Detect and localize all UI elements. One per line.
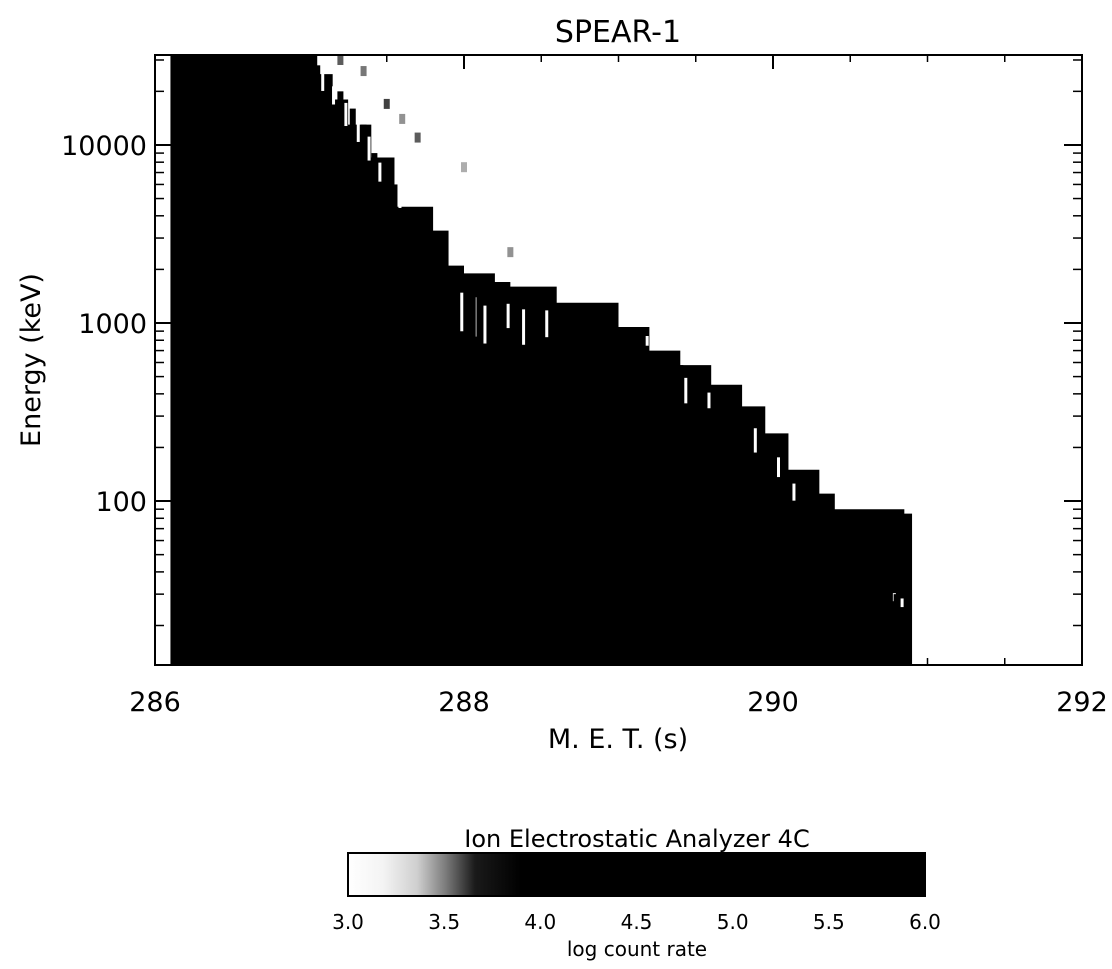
streak-mark <box>453 273 460 351</box>
colorbar-ticks: 3.0 3.5 4.0 4.5 5.0 5.5 6.0 <box>332 910 941 934</box>
faint-point <box>383 98 390 109</box>
x-tick-label: 288 <box>438 687 490 718</box>
colorbar-tick-label: 5.5 <box>813 910 845 934</box>
streak-gap <box>367 136 371 161</box>
streak-gap <box>506 303 510 329</box>
streak-mark <box>700 384 707 417</box>
faint-point <box>414 132 421 143</box>
streak-gap <box>792 483 796 501</box>
streak-mark <box>360 124 367 173</box>
y-axis-label: Energy (keV) <box>16 273 47 447</box>
y-tick-label: 1000 <box>78 309 147 340</box>
streak-mark <box>770 447 776 487</box>
colorbar-title: Ion Electrostatic Analyzer 4C <box>464 825 809 853</box>
streak-gap <box>332 86 336 105</box>
streak-mark <box>785 475 792 510</box>
faint-point <box>360 66 367 77</box>
streak-gap <box>344 102 348 127</box>
colorbar-tick-label: 6.0 <box>909 910 941 934</box>
x-axis-label: M. E. T. (s) <box>548 724 688 755</box>
streak-mark <box>746 416 753 465</box>
streak-gap <box>753 428 757 453</box>
heatmap-layer <box>170 55 913 665</box>
streak-mark <box>638 331 645 351</box>
streak-mark <box>468 277 475 357</box>
streak-mark <box>371 153 378 192</box>
faint-point <box>507 247 514 258</box>
streak-mark <box>337 91 344 138</box>
x-tick-label: 290 <box>747 687 799 718</box>
streak-mark <box>325 77 332 114</box>
streak-gap <box>900 598 904 608</box>
streak-gap <box>483 305 487 344</box>
streak-mark <box>893 594 900 612</box>
faint-point <box>399 113 406 124</box>
colorbar-tick-label: 4.5 <box>621 910 653 934</box>
colorbar-tick-label: 3.5 <box>428 910 460 934</box>
streak-mark <box>349 108 356 154</box>
streak-gap <box>321 73 325 91</box>
streak-mark <box>885 589 892 606</box>
colorbar-tick-label: 4.0 <box>524 910 556 934</box>
colorbar-tick-label: 3.0 <box>332 910 364 934</box>
streak-mark <box>499 291 506 341</box>
streak-gap <box>777 457 780 478</box>
streak-gap <box>356 119 360 142</box>
streak-gap <box>398 192 402 208</box>
streak-gap <box>460 292 464 332</box>
y-tick-label: 10000 <box>61 131 147 162</box>
streak-mark <box>515 291 522 363</box>
streak-gap <box>378 162 382 182</box>
streak-gap <box>522 309 526 345</box>
streak-mark <box>391 184 398 216</box>
streak-mark <box>538 296 545 351</box>
chart-title: SPEAR-1 <box>555 15 681 50</box>
colorbar-label: log count rate <box>567 937 707 961</box>
streak-gap <box>707 392 711 409</box>
saturated-region <box>170 55 913 665</box>
y-tick-label: 100 <box>95 487 147 518</box>
faint-point <box>461 162 467 173</box>
streak-gap <box>684 377 688 404</box>
streak-gap <box>545 310 549 338</box>
colorbar <box>347 852 926 897</box>
x-tick-label: 286 <box>129 687 181 718</box>
streak-mark <box>476 286 483 363</box>
x-axis-ticks: 286 288 290 292 <box>129 55 1108 718</box>
colorbar-tick-label: 5.0 <box>717 910 749 934</box>
y-axis-ticks: 100 1000 10000 <box>61 59 1082 627</box>
streak-mark <box>314 65 321 100</box>
streak-gap <box>645 336 649 346</box>
faint-point <box>337 55 344 65</box>
x-tick-label: 292 <box>1056 687 1108 718</box>
streak-mark <box>677 365 684 417</box>
